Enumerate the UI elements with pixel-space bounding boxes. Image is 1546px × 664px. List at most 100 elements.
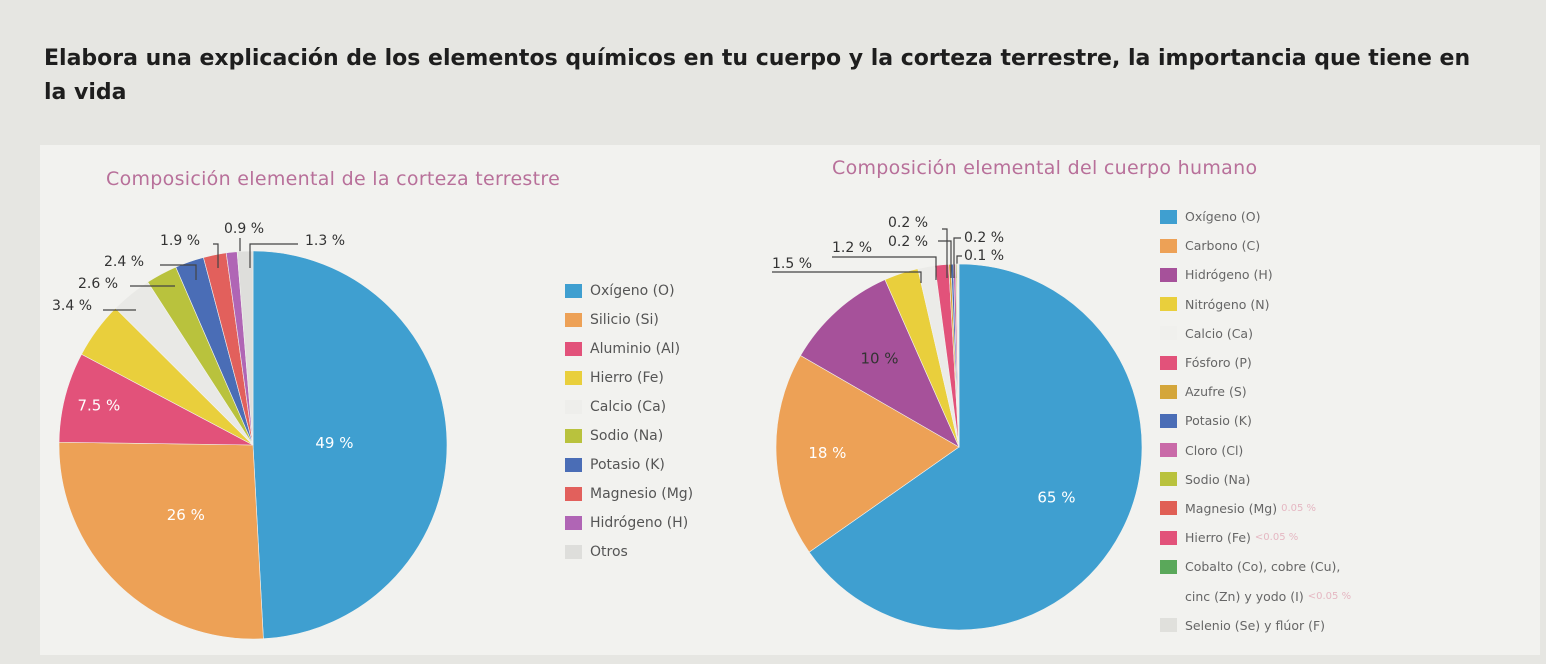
body-slice-selenio-se-y-fluor-f [958,263,960,448]
body-legend-item-hidrogeno-h: Hidrógeno (H) [1160,260,1351,289]
body-legend-label: Fósforo (P) [1185,355,1252,371]
crust-legend-item-oxigeno-o: Oxígeno (O) [565,276,693,305]
crust-label-otros: 1.3 % [305,233,345,249]
crust-legend-label: Hidrógeno (H) [590,514,689,531]
body-legend-value: <0.05 % [1254,532,1299,544]
assignment-heading: Elabora una explicación de los elementos… [44,46,1471,105]
body-legend-item-magnesio-mg: Magnesio (Mg) 0.05 % [1160,494,1351,523]
body-legend-swatch [1160,413,1177,428]
crust-legend-item-hierro-fe: Hierro (Fe) [565,363,693,392]
body-legend-label: Hidrógeno (H) [1185,267,1273,283]
crust-label-hidrogeno-h: 0.9 % [224,221,264,237]
body-legend-label: Azufre (S) [1185,384,1247,400]
crust-legend-label: Oxígeno (O) [590,282,675,299]
crust-slice-otros [236,250,254,446]
body-leader-calcio-ca [772,271,922,283]
crust-legend-label: Magnesio (Mg) [590,485,694,502]
crust-legend-item-hidrogeno-h: Hidrógeno (H) [565,508,693,537]
body-slice-hidrogeno-h [800,279,960,448]
crust-slice-silicio-si [58,441,264,640]
crust-label-sodio-na: 2.6 % [78,276,118,292]
body-legend-item-azufre-s: Azufre (S) [1160,377,1351,406]
body-legend-value: 0.05 % [1281,502,1317,514]
crust-legend-label: Aluminio (Al) [590,340,681,357]
body-slice-oxigeno-o [808,263,1143,631]
body-legend-item-selenio-se-y-fluor-f: Selenio (Se) y flúor (F) [1160,611,1351,640]
body-legend-label: Magnesio (Mg) [1185,500,1278,516]
crust-legend: Oxígeno (O) Silicio (Si) Aluminio (Al) Hier… [565,276,693,566]
body-legend-label: Cobalto (Co), cobre (Cu), [1185,559,1341,575]
crust-label-silicio-si: 26 % [167,506,205,524]
crust-legend-swatch [565,370,582,385]
body-legend-item-nitrogeno-n: Nitrógeno (N) [1160,290,1351,319]
body-label-potasio-k: 0.2 % [888,234,928,250]
body-label-calcio-ca: 1.5 % [772,256,812,272]
crust-leader-otros [249,243,298,268]
body-legend-swatch [1160,267,1177,282]
crust-legend-swatch [565,515,582,530]
body-legend-swatch [1160,530,1177,545]
body-legend-item-potasio-k: Potasio (K) [1160,406,1351,435]
body-legend-swatch [1160,384,1177,399]
crust-legend-label: Calcio (Ca) [590,398,667,415]
crust-legend-swatch [565,428,582,443]
body-legend-item-fosforo-p: Fósforo (P) [1160,348,1351,377]
body-legend-item-oxigeno-o: Oxígeno (O) [1160,202,1351,231]
body-legend-swatch [1160,355,1177,370]
crust-legend-item-aluminio-al: Aluminio (Al) [565,334,693,363]
body-leader-potasio-k [938,240,952,278]
crust-legend-item-magnesio-mg: Magnesio (Mg) [565,479,693,508]
body-legend-value: <0.05 % [1307,590,1352,602]
body-legend-label: cinc (Zn) y yodo (I) [1185,588,1304,604]
crust-label-oxigeno-o: 49 % [315,434,353,452]
body-legend-item-cinc-zn-y-yodo-i: cinc (Zn) y yodo (I) <0.05 % [1160,581,1351,610]
crust-label-aluminio-al: 7.5 % [77,397,120,415]
body-legend-item-carbono-c: Carbono (C) [1160,231,1351,260]
body-legend: Oxígeno (O) Carbono (C) Hidrógeno (H) Nitró… [1160,202,1351,640]
body-legend-swatch [1160,618,1177,633]
body-legend-swatch [1160,297,1177,312]
body-label-cloro-cl: 0.2 % [964,230,1004,246]
body-legend-item-sodio-na: Sodio (Na) [1160,465,1351,494]
crust-legend-swatch [565,341,582,356]
body-label-fosforo-p: 1.2 % [832,240,872,256]
body-legend-swatch [1160,209,1177,224]
crust-label-potasio-k: 2.4 % [104,254,144,270]
body-legend-swatch [1160,443,1177,458]
crust-legend-item-silicio-si: Silicio (Si) [565,305,693,334]
body-legend-label: Calcio (Ca) [1185,325,1253,341]
crust-legend-swatch [565,544,582,559]
body-leader-azufre-s [942,228,948,278]
body-label-oxigeno-o: 65 % [1037,489,1075,507]
crust-legend-item-sodio-na: Sodio (Na) [565,421,693,450]
body-label-sodio-na: 0.1 % [964,248,1004,264]
body-legend-swatch [1160,238,1177,253]
body-legend-swatch [1160,501,1177,516]
crust-legend-swatch [565,283,582,298]
crust-label-calcio-ca: 3.4 % [52,298,92,314]
body-legend-item-calcio-ca: Calcio (Ca) [1160,319,1351,348]
crust-legend-label: Potasio (K) [590,456,665,473]
body-leader-cloro-cl [953,237,961,278]
body-legend-label: Hierro (Fe) [1185,530,1251,546]
crust-legend-label: Silicio (Si) [590,311,659,328]
crust-legend-item-otros: Otros [565,537,693,566]
crust-legend-item-potasio-k: Potasio (K) [565,450,693,479]
body-legend-label: Cloro (Cl) [1185,442,1244,458]
body-legend-label: Sodio (Na) [1185,471,1251,487]
body-label-carbono-c: 18 % [808,444,846,462]
crust-slice-oxigeno-o [252,250,448,640]
body-legend-label: Oxígeno (O) [1185,209,1261,225]
crust-legend-label: Hierro (Fe) [590,369,664,386]
crust-legend-swatch [565,457,582,472]
body-legend-item-cloro-cl: Cloro (Cl) [1160,436,1351,465]
crust-legend-swatch [565,312,582,327]
crust-label-magnesio-mg: 1.9 % [160,233,200,249]
body-chart-title: Composición elemental del cuerpo humano [832,157,1258,179]
body-label-azufre-s: 0.2 % [888,215,928,231]
body-legend-label: Potasio (K) [1185,413,1252,429]
body-legend-label: Carbono (C) [1185,238,1261,254]
body-legend-swatch [1160,326,1177,341]
crust-legend-swatch [565,399,582,414]
